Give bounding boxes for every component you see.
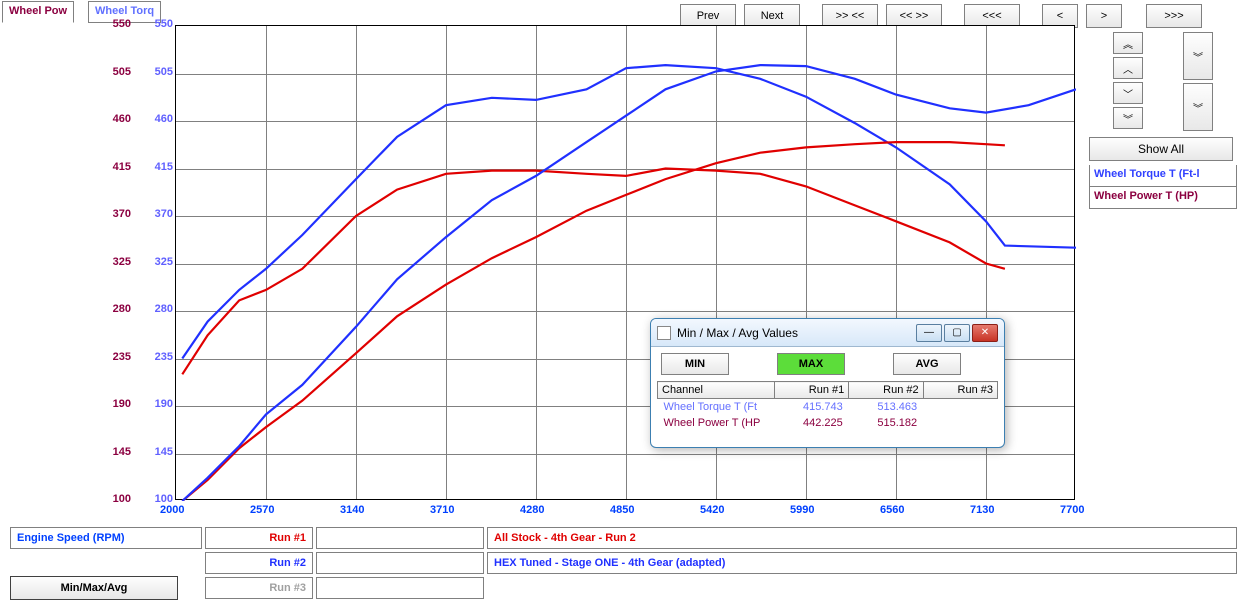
cell-run2: 515.182 (849, 415, 923, 431)
y-tick-torque: 280 (133, 303, 173, 315)
run2-box (316, 552, 484, 574)
scroll-up-fast-left-button[interactable]: ︽ (1113, 32, 1143, 54)
show-all-button[interactable]: Show All (1089, 137, 1233, 161)
x-tick: 4280 (520, 504, 544, 516)
x-tick: 5420 (700, 504, 724, 516)
dialog-body: MIN MAX AVG Channel Run #1 Run #2 Run #3… (651, 347, 1004, 435)
min-button[interactable]: MIN (661, 353, 729, 375)
col-run3[interactable]: Run #3 (923, 382, 997, 399)
cell-channel: Wheel Torque T (Ft (658, 399, 775, 416)
x-axis-label: Engine Speed (RPM) (10, 527, 202, 549)
cell-run1: 442.225 (774, 415, 848, 431)
x-tick: 5990 (790, 504, 814, 516)
close-icon[interactable]: ✕ (972, 324, 998, 342)
run2-desc-text: HEX Tuned - Stage ONE - 4th Gear (adapte… (494, 557, 725, 569)
col-run2[interactable]: Run #2 (849, 382, 923, 399)
y-tick-power: 415 (81, 161, 131, 173)
series-torque_run2 (182, 65, 1076, 358)
x-tick: 6560 (880, 504, 904, 516)
y-tick-torque: 325 (133, 256, 173, 268)
legend-torque[interactable]: Wheel Torque T (Ft-l (1089, 165, 1237, 187)
col-channel[interactable]: Channel (658, 382, 775, 399)
run2-text: Run #2 (269, 557, 306, 569)
run1-box (316, 527, 484, 549)
table-row: Wheel Torque T (Ft 415.743 513.463 (658, 399, 998, 416)
y-tick-power: 370 (81, 208, 131, 220)
dialog-titlebar[interactable]: Min / Max / Avg Values — ▢ ✕ (651, 319, 1004, 347)
y-tick-torque: 550 (133, 18, 173, 30)
x-tick: 7700 (1060, 504, 1084, 516)
dialog-title: Min / Max / Avg Values (677, 326, 798, 340)
tab-label: Wheel Torq (95, 5, 154, 17)
y-tick-torque: 145 (133, 446, 173, 458)
minimize-icon[interactable]: — (916, 324, 942, 342)
run1-label[interactable]: Run #1 (205, 527, 313, 549)
y-tick-power: 235 (81, 351, 131, 363)
max-button[interactable]: MAX (777, 353, 845, 375)
y-tick-power: 550 (81, 18, 131, 30)
scroll-down-fast-left-button[interactable]: ︾ (1113, 107, 1143, 129)
y-tick-torque: 460 (133, 113, 173, 125)
cell-run3 (923, 399, 997, 416)
run2-desc: HEX Tuned - Stage ONE - 4th Gear (adapte… (487, 552, 1237, 574)
pan-right3-button[interactable]: >>> (1146, 4, 1202, 28)
y-tick-power: 190 (81, 398, 131, 410)
x-tick: 7130 (970, 504, 994, 516)
run2-label[interactable]: Run #2 (205, 552, 313, 574)
cell-channel: Wheel Power T (HP (658, 415, 775, 431)
col-run1[interactable]: Run #1 (774, 382, 848, 399)
avg-button[interactable]: AVG (893, 353, 961, 375)
y-tick-torque: 370 (133, 208, 173, 220)
tab-label: Wheel Pow (9, 5, 67, 17)
x-tick: 2570 (250, 504, 274, 516)
scroll-down-left-button[interactable]: ﹀ (1113, 82, 1143, 104)
maximize-icon[interactable]: ▢ (944, 324, 970, 342)
pan-right1-button[interactable]: > (1086, 4, 1122, 28)
x-tick: 3140 (340, 504, 364, 516)
y-tick-power: 145 (81, 446, 131, 458)
y-tick-power: 280 (81, 303, 131, 315)
y-tick-torque: 100 (133, 493, 173, 505)
run1-desc-text: All Stock - 4th Gear - Run 2 (494, 532, 636, 544)
y-tick-power: 100 (81, 493, 131, 505)
table-row: Wheel Power T (HP 442.225 515.182 (658, 415, 998, 431)
cell-run2: 513.463 (849, 399, 923, 416)
run3-label[interactable]: Run #3 (205, 577, 313, 599)
run1-text: Run #1 (269, 532, 306, 544)
dialog-icon (657, 326, 671, 340)
right-panel: ︽ ︿ ﹀ ︾ ︾ ︾ Show All Wheel Torque T (Ft-… (1089, 32, 1237, 209)
x-tick: 4850 (610, 504, 634, 516)
run1-desc: All Stock - 4th Gear - Run 2 (487, 527, 1237, 549)
x-axis-label-text: Engine Speed (RPM) (17, 532, 125, 544)
scroll-down-fast-right-button[interactable]: ︾ (1183, 83, 1213, 131)
cell-run3 (923, 415, 997, 431)
y-tick-power: 505 (81, 66, 131, 78)
dialog-table: Channel Run #1 Run #2 Run #3 Wheel Torqu… (657, 381, 998, 431)
y-tick-torque: 190 (133, 398, 173, 410)
y-tick-power: 460 (81, 113, 131, 125)
cell-run1: 415.743 (774, 399, 848, 416)
y-tick-power: 325 (81, 256, 131, 268)
x-tick: 3710 (430, 504, 454, 516)
minmaxavg-button[interactable]: Min/Max/Avg (10, 576, 178, 600)
scroll-up-left-button[interactable]: ︿ (1113, 57, 1143, 79)
run3-box (316, 577, 484, 599)
y-tick-torque: 235 (133, 351, 173, 363)
legend-power[interactable]: Wheel Power T (HP) (1089, 187, 1237, 209)
tab-wheel-power[interactable]: Wheel Pow (2, 1, 74, 23)
scroll-up-fast-right-button[interactable]: ︾ (1183, 32, 1213, 80)
x-tick: 2000 (160, 504, 184, 516)
y-tick-torque: 415 (133, 161, 173, 173)
minmaxavg-dialog[interactable]: Min / Max / Avg Values — ▢ ✕ MIN MAX AVG… (650, 318, 1005, 448)
y-tick-torque: 505 (133, 66, 173, 78)
run3-text: Run #3 (269, 582, 306, 594)
